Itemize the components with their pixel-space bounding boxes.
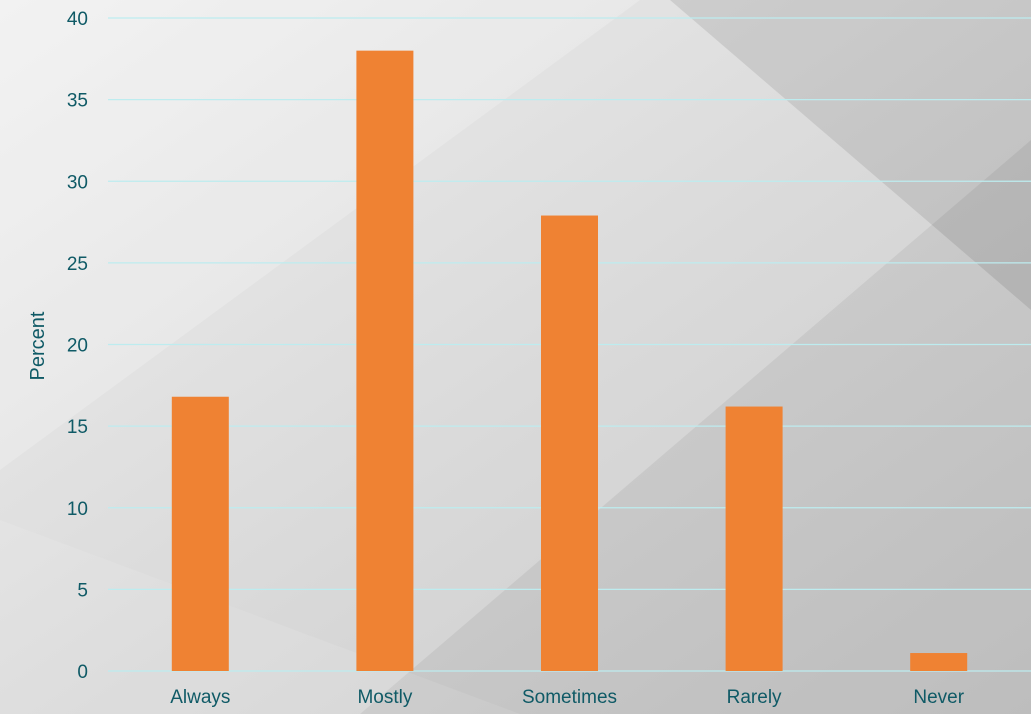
y-tick-label: 10	[67, 499, 88, 520]
x-category-label-rarely: Rarely	[727, 687, 782, 708]
bars	[171, 50, 968, 671]
y-tick-label: 35	[67, 91, 88, 112]
y-axis-title: Percent	[27, 311, 49, 380]
y-tick-label: 25	[67, 254, 88, 275]
y-tick-label: 40	[67, 9, 88, 30]
y-tick-label: 0	[77, 662, 88, 683]
y-axis-ticks: 0 5 10 15 20 25 30 35 40	[67, 9, 88, 683]
x-category-label-sometimes: Sometimes	[522, 687, 617, 708]
x-category-label-never: Never	[913, 687, 964, 708]
bar-sometimes	[541, 215, 598, 671]
x-category-label-always: Always	[170, 687, 230, 708]
background-facet-dark	[670, 0, 1031, 310]
y-tick-label: 5	[77, 580, 88, 601]
y-tick-label: 20	[67, 336, 88, 357]
bar-rarely	[725, 406, 783, 671]
x-category-label-mostly: Mostly	[357, 687, 412, 708]
background-facet-light	[0, 0, 640, 470]
bar-never	[910, 653, 968, 671]
y-tick-label: 15	[67, 417, 88, 438]
background-facet-mid	[360, 140, 1031, 714]
bar-always	[171, 396, 229, 671]
y-tick-label: 30	[67, 172, 88, 193]
bar-mostly	[356, 50, 414, 671]
x-axis-categories: Always Mostly Sometimes Rarely Never	[170, 687, 965, 708]
